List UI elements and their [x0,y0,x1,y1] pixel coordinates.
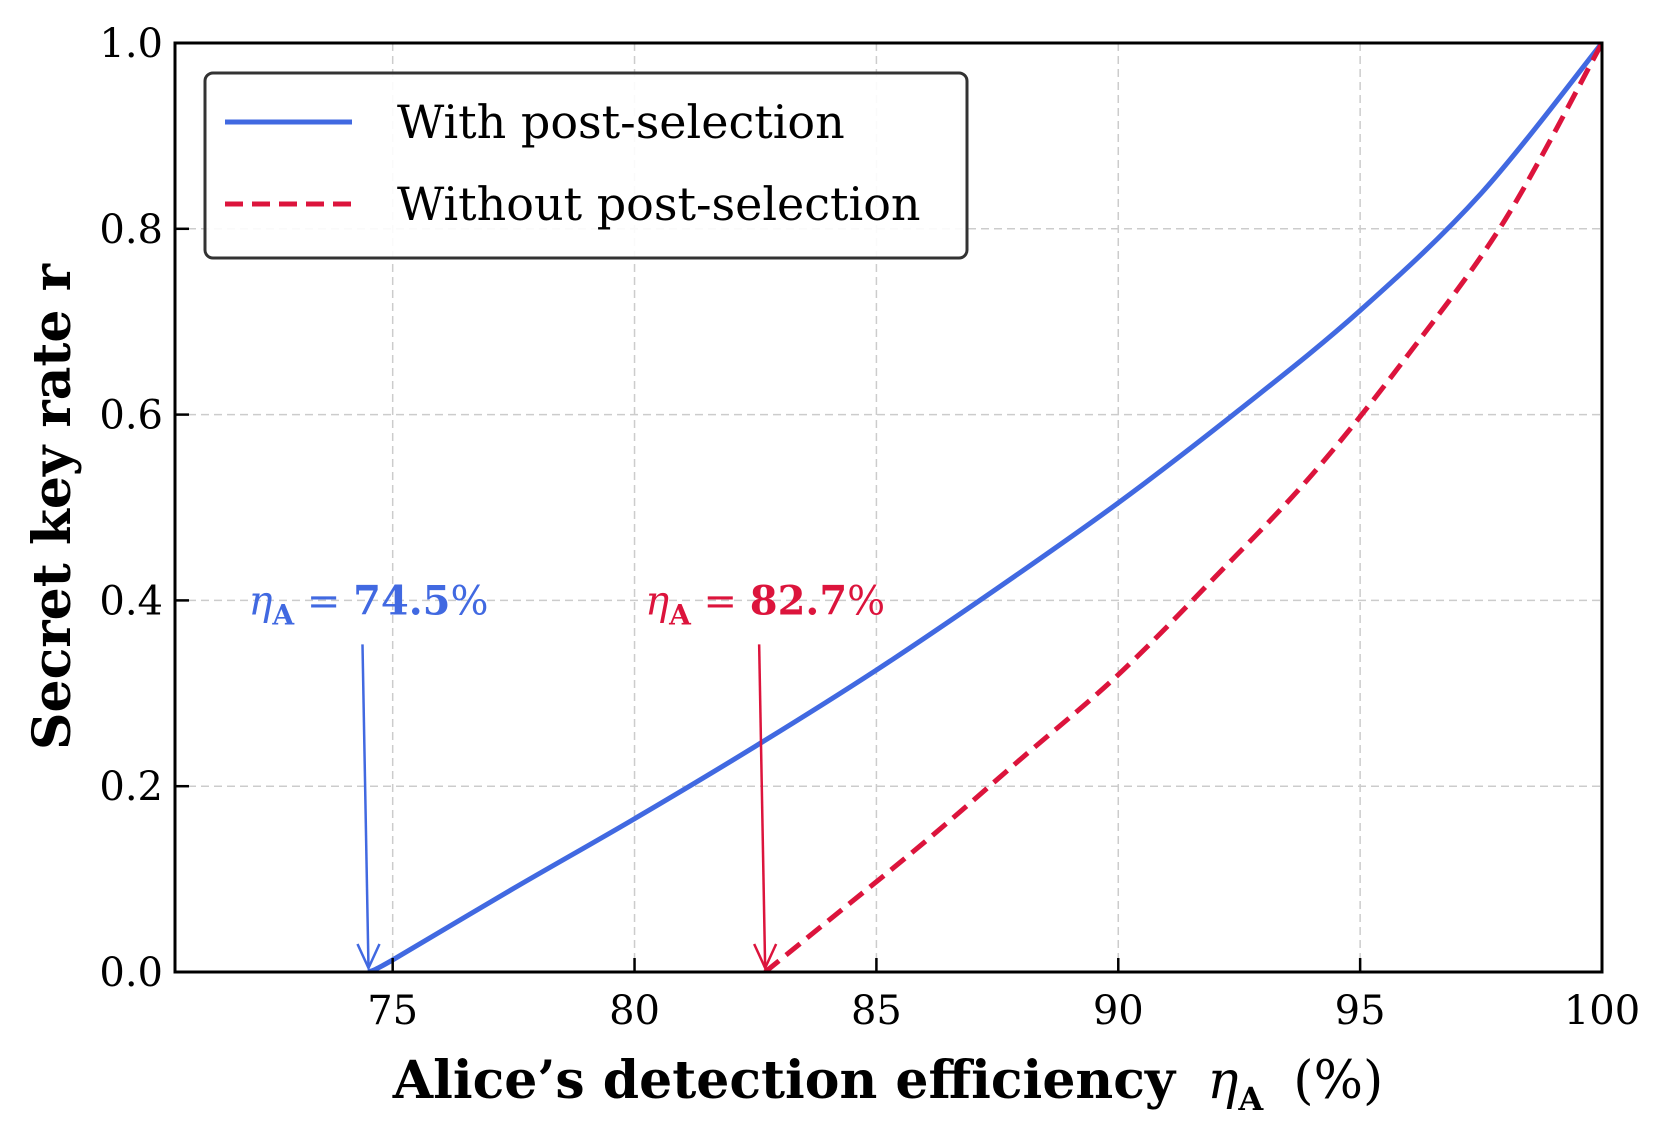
legend: With post-selection Without post-selecti… [203,71,969,260]
series-layer [367,43,1602,972]
y-tick-label: 0.8 [99,207,163,253]
annotation-arrow-shaft [361,644,370,969]
legend-label-with-post-selection: With post-selection [397,95,845,149]
x-tick-label: 90 [1093,988,1144,1034]
annotation-symbol: η [645,578,669,624]
annotations: ηA = 74.5% ηA = 82.7% [248,577,885,972]
x-tick-label: 75 [367,988,418,1034]
y-tick-label: 0.0 [99,950,163,996]
ticks: 75 80 85 90 95 100 0.0 0.2 0.4 0.6 0.8 1.0 [99,21,1640,1034]
x-axis-title-unit: (%) [1293,1051,1383,1111]
annotation-arrow-head [356,943,381,972]
x-axis-title-subscript: A [1237,1080,1264,1118]
annotation-arrow-head [753,943,778,972]
x-axis-title-text: Alice’s detection efficiency [392,1050,1177,1111]
annotation-subscript: A [271,598,295,631]
annotation-equals: = [691,578,750,624]
annotation-equals: = [294,578,353,624]
series-line-with-post-selection [367,43,1602,972]
annotation-percent: % [451,578,489,624]
annotation-value: 74.5 [353,577,450,624]
annotation-82-7: ηA = 82.7% [645,577,885,972]
y-tick-label: 0.4 [99,578,163,624]
x-axis-title: Alice’s detection efficiency ηA (%) [392,1050,1384,1123]
x-tick-label: 95 [1335,988,1386,1034]
annotation-value: 82.7 [750,577,847,624]
annotation-label: ηA = 82.7% [645,577,885,631]
y-axis-title: Secret key rate r [22,263,83,750]
annotation-label: ηA = 74.5% [248,577,488,631]
legend-box [203,71,969,260]
x-tick-label: 80 [609,988,660,1034]
annotation-symbol: η [248,578,272,624]
plot-frame [173,41,1604,974]
annotation-arrow-shaft [757,644,767,969]
x-tick-label: 100 [1564,988,1640,1034]
y-tick-label: 1.0 [99,21,163,67]
legend-label-without-post-selection: Without post-selection [397,177,921,231]
annotation-74-5: ηA = 74.5% [248,577,489,972]
x-axis-title-symbol: η [1207,1051,1238,1111]
series-line-without-post-selection [763,43,1602,972]
annotation-percent: % [847,578,885,624]
y-tick-label: 0.6 [99,393,163,439]
y-tick-label: 0.2 [99,764,163,810]
x-tick-label: 85 [851,988,902,1034]
annotation-subscript: A [668,598,692,631]
